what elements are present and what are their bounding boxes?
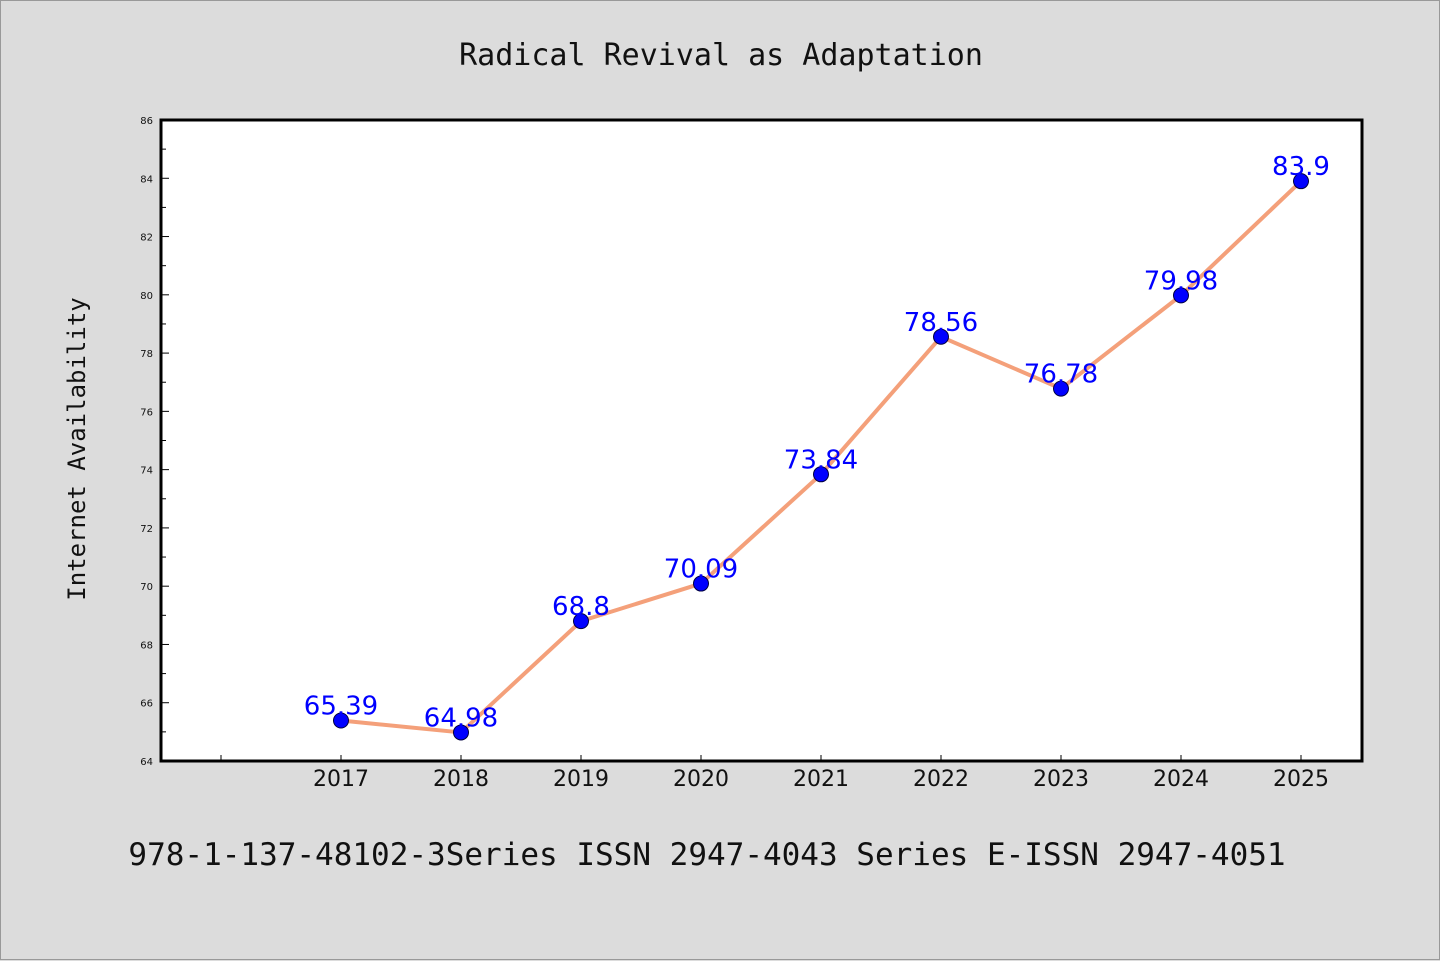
y-tick-label: 82: [140, 233, 153, 244]
data-point-marker: [693, 575, 709, 592]
x-tick-label: 2020: [673, 767, 729, 792]
data-label: 64.98: [424, 703, 498, 733]
x-tick-label: 2017: [313, 767, 369, 792]
markers-group: [333, 173, 1309, 741]
y-tick-label: 68: [140, 640, 153, 651]
y-tick-label: 80: [140, 291, 153, 302]
data-label: 70.09: [664, 555, 738, 585]
y-tick-label: 76: [140, 407, 153, 418]
x-tick-label: 2025: [1273, 767, 1329, 792]
y-tick-label: 70: [140, 582, 153, 593]
y-tick-label: 84: [140, 174, 153, 185]
data-point-marker: [813, 466, 829, 483]
data-label: 65.39: [304, 692, 378, 722]
data-point-marker: [1173, 287, 1189, 304]
data-labels-group: 65.39 64.98 68.8 70.09 73.84 78.56 76.78 79.98 8…: [304, 152, 1330, 733]
data-point-marker: [573, 613, 589, 630]
data-point-marker: [933, 328, 949, 345]
chart-title: Radical Revival as Adaptation: [459, 38, 983, 73]
y-axis-label: Internet Availability: [63, 297, 91, 600]
y-tick-label: 66: [140, 699, 153, 710]
data-label: 73.84: [784, 445, 858, 475]
footer-isbn-text: 978-1-137-48102-3Series ISSN 2947-4043 S…: [128, 837, 1285, 873]
data-label: 79.98: [1144, 266, 1218, 296]
y-tick-label: 74: [140, 466, 153, 477]
data-point-marker: [333, 712, 349, 729]
data-label: 78.56: [904, 308, 978, 338]
axis-ticks: 64 66 68 70 72 74 76 78 80 82 84 86 2017 2018 2019 2020…: [140, 116, 1329, 792]
x-tick-label: 2021: [793, 767, 849, 792]
data-label: 68.8: [552, 592, 610, 622]
y-tick-label: 78: [140, 349, 153, 360]
data-point-marker: [453, 724, 469, 741]
x-tick-label: 2024: [1153, 767, 1209, 792]
data-label: 83.9: [1272, 152, 1330, 182]
data-label: 76.78: [1024, 360, 1098, 390]
plot-area: [159, 118, 1364, 763]
data-point-marker: [1293, 173, 1309, 190]
y-tick-label: 86: [140, 116, 153, 127]
x-tick-label: 2022: [913, 767, 969, 792]
x-tick-label: 2018: [433, 767, 489, 792]
x-tick-label: 2019: [553, 767, 609, 792]
x-tick-label: 2023: [1033, 767, 1089, 792]
y-tick-label: 64: [140, 757, 153, 768]
y-tick-label: 72: [140, 524, 153, 535]
data-point-marker: [1053, 380, 1069, 397]
